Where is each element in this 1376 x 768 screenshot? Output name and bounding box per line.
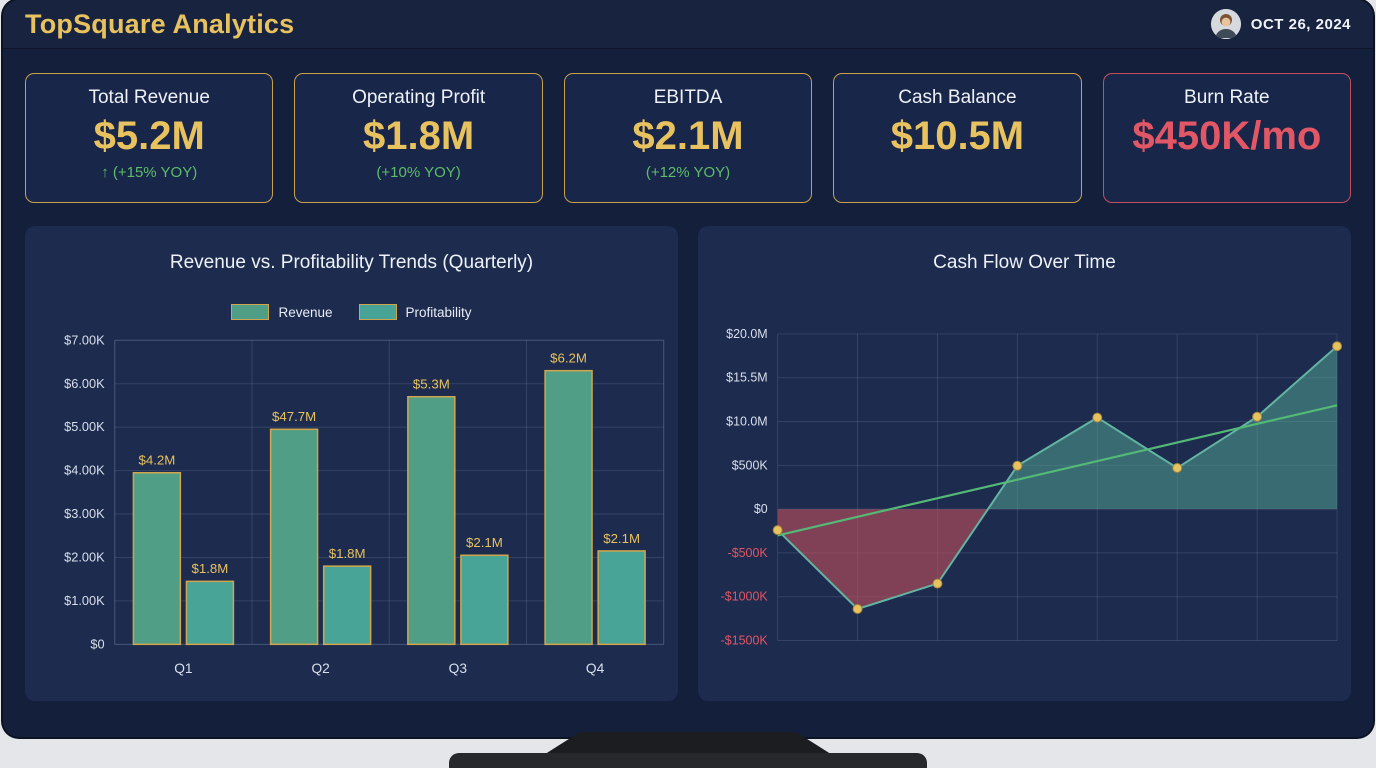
svg-text:$4.00K: $4.00K (64, 463, 105, 478)
kpi-row: Total Revenue $5.2M ↑ (+15% YOY) Operati… (25, 73, 1352, 203)
kpi-label: Cash Balance (898, 87, 1017, 108)
kpi-card-burn-rate: Burn Rate $450K/mo (1102, 73, 1352, 203)
svg-text:Q1: Q1 (174, 661, 192, 676)
kpi-card-ebitda: EBITDA $2.1M (+12% YOY) (563, 73, 813, 203)
kpi-card-total-revenue: Total Revenue $5.2M ↑ (+15% YOY) (25, 73, 274, 203)
kpi-label: Operating Profit (352, 87, 486, 108)
kpi-value: $1.8M (363, 114, 475, 158)
svg-text:-$500K: -$500K (728, 546, 769, 560)
svg-text:$6.00K: $6.00K (64, 376, 105, 391)
svg-text:$3.00K: $3.00K (64, 506, 105, 521)
revenue-profitability-bar-chart: $0 $1.00K $2.00K $3.00K $4.00K $5.00K $6.00K $7… (64, 332, 665, 676)
kpi-label: Burn Rate (1184, 87, 1270, 108)
svg-text:$7.00K: $7.00K (64, 332, 105, 347)
svg-text:Q4: Q4 (586, 661, 605, 676)
svg-text:$0: $0 (90, 636, 104, 651)
legend-item-profitability[interactable]: Profitability (358, 304, 472, 320)
svg-text:$5.3M: $5.3M (413, 377, 450, 392)
header-date: OCT 26, 2024 (1250, 15, 1351, 33)
kpi-value: $2.1M (632, 114, 744, 158)
svg-text:$5.00K: $5.00K (64, 419, 105, 434)
svg-text:$500K: $500K (732, 458, 769, 472)
legend-item-revenue[interactable]: Revenue (231, 304, 333, 320)
svg-text:$47.7M: $47.7M (272, 409, 316, 424)
chart-legend: Revenue Profitability (25, 304, 678, 320)
revenue-profitability-panel: Revenue vs. Profitability Trends (Quarte… (25, 226, 678, 701)
legend-swatch-revenue (231, 304, 270, 320)
svg-text:-$1500K: -$1500K (721, 634, 769, 648)
monitor-screen: TopSquare Analytics OCT 26, 2024 Total R… (3, 0, 1373, 737)
chart-title-cash-flow: Cash Flow Over Time (933, 252, 1116, 273)
kpi-label: EBITDA (653, 87, 723, 108)
kpi-value: $10.5M (890, 114, 1025, 158)
kpi-trend: (+12% YOY) (645, 163, 731, 181)
app-title: TopSquare Analytics (25, 8, 295, 39)
user-avatar-icon (1210, 9, 1241, 39)
svg-text:-$1000K: -$1000K (721, 590, 769, 604)
kpi-card-cash-balance: Cash Balance $10.5M (833, 73, 1082, 203)
svg-text:$0: $0 (754, 502, 768, 516)
svg-text:$10.0M: $10.0M (726, 415, 768, 429)
charts-row: Revenue vs. Profitability Trends (Quarte… (25, 226, 1351, 701)
kpi-trend: (+10% YOY) (376, 163, 461, 181)
kpi-value: $450K/mo (1132, 114, 1322, 158)
legend-label: Profitability (405, 304, 472, 320)
svg-text:$2.1M: $2.1M (466, 535, 503, 550)
svg-text:$20.0M: $20.0M (726, 327, 768, 341)
svg-text:$6.2M: $6.2M (550, 351, 587, 366)
kpi-value: $5.2M (93, 114, 205, 158)
kpi-trend: ↑ (+15% YOY) (101, 163, 198, 181)
svg-text:$1.00K: $1.00K (64, 593, 105, 608)
kpi-label: Total Revenue (88, 87, 210, 108)
svg-text:Q3: Q3 (449, 661, 468, 676)
legend-swatch-profitability (358, 304, 397, 320)
cash-flow-area-chart: $20.0M $15.5M $10.0M $500K $0 -$500K -$1000K -$… (721, 327, 1343, 648)
header-right: OCT 26, 2024 (1210, 9, 1351, 39)
svg-text:$4.2M: $4.2M (138, 453, 175, 468)
svg-text:$1.8M: $1.8M (192, 561, 229, 576)
legend-label: Revenue (278, 304, 333, 320)
monitor-stand-neck (542, 732, 834, 756)
svg-text:$2.00K: $2.00K (64, 550, 105, 565)
chart-title-revenue-profitability: Revenue vs. Profitability Trends (Quarte… (169, 252, 534, 273)
svg-text:$1.8M: $1.8M (329, 546, 366, 561)
svg-text:$15.5M: $15.5M (726, 371, 768, 385)
svg-text:$2.1M: $2.1M (603, 531, 640, 546)
kpi-card-operating-profit: Operating Profit $1.8M (+10% YOY) (294, 73, 543, 203)
monitor-stand-base (449, 753, 927, 768)
svg-text:Q2: Q2 (311, 661, 329, 676)
user-avatar[interactable] (1210, 9, 1241, 39)
cash-flow-panel: Cash Flow Over Time $20.0M $15.5M $10.0M $5… (698, 226, 1351, 701)
app-header: TopSquare Analytics OCT 26, 2024 (3, 0, 1373, 49)
